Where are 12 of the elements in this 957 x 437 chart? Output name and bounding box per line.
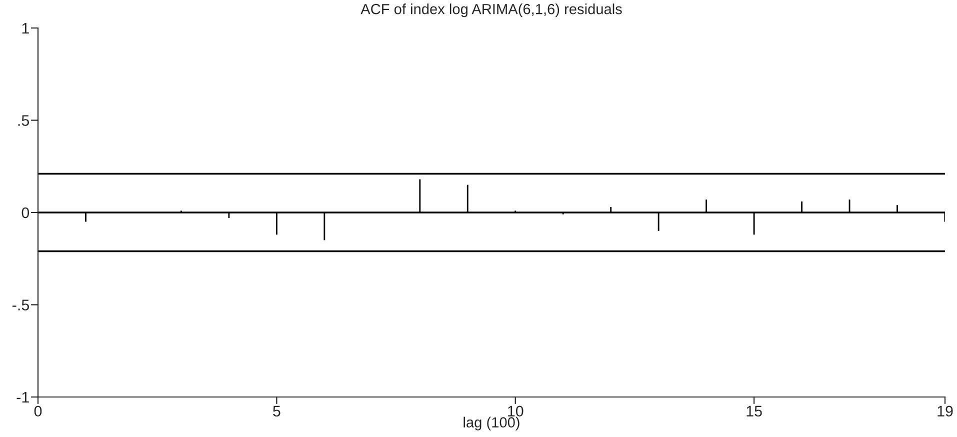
y-tick-label: 0 [22,207,30,218]
x-tick-label: 19 [938,406,953,417]
chart-title: ACF of index log ARIMA(6,1,6) residuals [360,4,622,18]
y-tick-label: -.5 [12,300,30,310]
x-tick-label: 10 [508,406,524,417]
y-tick-label: 1 [22,23,29,34]
x-axis-title: lag (100) [464,416,520,430]
y-tick-label: -1 [16,392,29,403]
x-tick-label: 15 [746,406,762,417]
x-tick-label: 0 [34,406,42,417]
y-tick-label: .5 [18,115,30,126]
x-tick-label: 5 [273,406,280,417]
